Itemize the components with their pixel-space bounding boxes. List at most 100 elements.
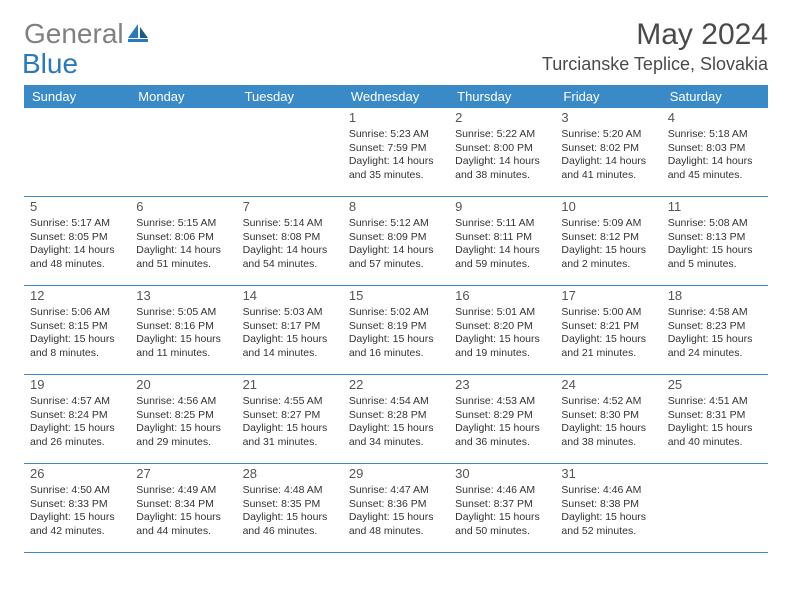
sunrise-line: Sunrise: 5:20 AM (561, 128, 655, 142)
sunset-line: Sunset: 8:08 PM (243, 231, 337, 245)
day-cell: 27Sunrise: 4:49 AMSunset: 8:34 PMDayligh… (130, 464, 236, 552)
day-number: 1 (349, 110, 443, 127)
sunset-line: Sunset: 8:12 PM (561, 231, 655, 245)
day-cell: 29Sunrise: 4:47 AMSunset: 8:36 PMDayligh… (343, 464, 449, 552)
daylight-line: Daylight: 15 hours and 42 minutes. (30, 511, 124, 538)
sunset-line: Sunset: 8:03 PM (668, 142, 762, 156)
day-number: 24 (561, 377, 655, 394)
daylight-line: Daylight: 15 hours and 19 minutes. (455, 333, 549, 360)
sunset-line: Sunset: 8:02 PM (561, 142, 655, 156)
sunrise-line: Sunrise: 4:52 AM (561, 395, 655, 409)
day-cell (662, 464, 768, 552)
sunrise-line: Sunrise: 4:53 AM (455, 395, 549, 409)
daylight-line: Daylight: 14 hours and 38 minutes. (455, 155, 549, 182)
day-number: 20 (136, 377, 230, 394)
sunrise-line: Sunrise: 5:09 AM (561, 217, 655, 231)
day-cell: 11Sunrise: 5:08 AMSunset: 8:13 PMDayligh… (662, 197, 768, 285)
day-number: 11 (668, 199, 762, 216)
daylight-line: Daylight: 14 hours and 51 minutes. (136, 244, 230, 271)
sunset-line: Sunset: 8:06 PM (136, 231, 230, 245)
daylight-line: Daylight: 15 hours and 8 minutes. (30, 333, 124, 360)
day-number: 16 (455, 288, 549, 305)
sunset-line: Sunset: 8:29 PM (455, 409, 549, 423)
daylight-line: Daylight: 15 hours and 48 minutes. (349, 511, 443, 538)
daylight-line: Daylight: 15 hours and 26 minutes. (30, 422, 124, 449)
day-cell: 28Sunrise: 4:48 AMSunset: 8:35 PMDayligh… (237, 464, 343, 552)
day-number: 30 (455, 466, 549, 483)
sunset-line: Sunset: 8:05 PM (30, 231, 124, 245)
sunrise-line: Sunrise: 5:08 AM (668, 217, 762, 231)
sunset-line: Sunset: 8:09 PM (349, 231, 443, 245)
sunset-line: Sunset: 8:19 PM (349, 320, 443, 334)
daylight-line: Daylight: 15 hours and 44 minutes. (136, 511, 230, 538)
sunrise-line: Sunrise: 4:51 AM (668, 395, 762, 409)
week-row: 5Sunrise: 5:17 AMSunset: 8:05 PMDaylight… (24, 197, 768, 286)
sunset-line: Sunset: 8:23 PM (668, 320, 762, 334)
daylight-line: Daylight: 14 hours and 48 minutes. (30, 244, 124, 271)
sunrise-line: Sunrise: 5:15 AM (136, 217, 230, 231)
weekday-label: Sunday (24, 85, 130, 108)
sunset-line: Sunset: 8:37 PM (455, 498, 549, 512)
day-cell: 3Sunrise: 5:20 AMSunset: 8:02 PMDaylight… (555, 108, 661, 196)
sunset-line: Sunset: 8:00 PM (455, 142, 549, 156)
day-cell: 25Sunrise: 4:51 AMSunset: 8:31 PMDayligh… (662, 375, 768, 463)
daylight-line: Daylight: 15 hours and 11 minutes. (136, 333, 230, 360)
sunset-line: Sunset: 8:38 PM (561, 498, 655, 512)
day-cell: 31Sunrise: 4:46 AMSunset: 8:38 PMDayligh… (555, 464, 661, 552)
sunset-line: Sunset: 8:31 PM (668, 409, 762, 423)
daylight-line: Daylight: 14 hours and 59 minutes. (455, 244, 549, 271)
sunset-line: Sunset: 8:27 PM (243, 409, 337, 423)
day-number: 25 (668, 377, 762, 394)
day-cell: 6Sunrise: 5:15 AMSunset: 8:06 PMDaylight… (130, 197, 236, 285)
day-cell: 20Sunrise: 4:56 AMSunset: 8:25 PMDayligh… (130, 375, 236, 463)
sunset-line: Sunset: 8:15 PM (30, 320, 124, 334)
daylight-line: Daylight: 15 hours and 5 minutes. (668, 244, 762, 271)
day-cell: 19Sunrise: 4:57 AMSunset: 8:24 PMDayligh… (24, 375, 130, 463)
daylight-line: Daylight: 15 hours and 31 minutes. (243, 422, 337, 449)
sunset-line: Sunset: 8:34 PM (136, 498, 230, 512)
sunrise-line: Sunrise: 4:58 AM (668, 306, 762, 320)
day-number: 26 (30, 466, 124, 483)
day-number: 15 (349, 288, 443, 305)
day-cell: 18Sunrise: 4:58 AMSunset: 8:23 PMDayligh… (662, 286, 768, 374)
sunset-line: Sunset: 8:25 PM (136, 409, 230, 423)
sunrise-line: Sunrise: 5:05 AM (136, 306, 230, 320)
sunrise-line: Sunrise: 5:02 AM (349, 306, 443, 320)
daylight-line: Daylight: 15 hours and 40 minutes. (668, 422, 762, 449)
sunrise-line: Sunrise: 4:49 AM (136, 484, 230, 498)
daylight-line: Daylight: 15 hours and 34 minutes. (349, 422, 443, 449)
day-cell: 9Sunrise: 5:11 AMSunset: 8:11 PMDaylight… (449, 197, 555, 285)
location: Turcianske Teplice, Slovakia (542, 54, 768, 75)
sunrise-line: Sunrise: 5:23 AM (349, 128, 443, 142)
daylight-line: Daylight: 15 hours and 21 minutes. (561, 333, 655, 360)
daylight-line: Daylight: 15 hours and 24 minutes. (668, 333, 762, 360)
month-title: May 2024 (542, 18, 768, 52)
day-cell: 16Sunrise: 5:01 AMSunset: 8:20 PMDayligh… (449, 286, 555, 374)
day-cell: 23Sunrise: 4:53 AMSunset: 8:29 PMDayligh… (449, 375, 555, 463)
day-cell (130, 108, 236, 196)
day-number: 28 (243, 466, 337, 483)
weekday-label: Saturday (662, 85, 768, 108)
day-number: 3 (561, 110, 655, 127)
day-number: 29 (349, 466, 443, 483)
day-cell: 14Sunrise: 5:03 AMSunset: 8:17 PMDayligh… (237, 286, 343, 374)
day-cell: 1Sunrise: 5:23 AMSunset: 7:59 PMDaylight… (343, 108, 449, 196)
sunrise-line: Sunrise: 5:03 AM (243, 306, 337, 320)
sunrise-line: Sunrise: 4:46 AM (455, 484, 549, 498)
week-row: 19Sunrise: 4:57 AMSunset: 8:24 PMDayligh… (24, 375, 768, 464)
day-cell: 15Sunrise: 5:02 AMSunset: 8:19 PMDayligh… (343, 286, 449, 374)
title-block: May 2024 Turcianske Teplice, Slovakia (542, 18, 768, 75)
sunrise-line: Sunrise: 4:46 AM (561, 484, 655, 498)
week-row: 12Sunrise: 5:06 AMSunset: 8:15 PMDayligh… (24, 286, 768, 375)
day-number: 23 (455, 377, 549, 394)
daylight-line: Daylight: 15 hours and 52 minutes. (561, 511, 655, 538)
day-cell: 22Sunrise: 4:54 AMSunset: 8:28 PMDayligh… (343, 375, 449, 463)
daylight-line: Daylight: 15 hours and 29 minutes. (136, 422, 230, 449)
sunset-line: Sunset: 8:35 PM (243, 498, 337, 512)
daylight-line: Daylight: 14 hours and 45 minutes. (668, 155, 762, 182)
day-cell: 21Sunrise: 4:55 AMSunset: 8:27 PMDayligh… (237, 375, 343, 463)
week-row: 26Sunrise: 4:50 AMSunset: 8:33 PMDayligh… (24, 464, 768, 553)
day-cell (24, 108, 130, 196)
day-cell: 13Sunrise: 5:05 AMSunset: 8:16 PMDayligh… (130, 286, 236, 374)
daylight-line: Daylight: 14 hours and 35 minutes. (349, 155, 443, 182)
